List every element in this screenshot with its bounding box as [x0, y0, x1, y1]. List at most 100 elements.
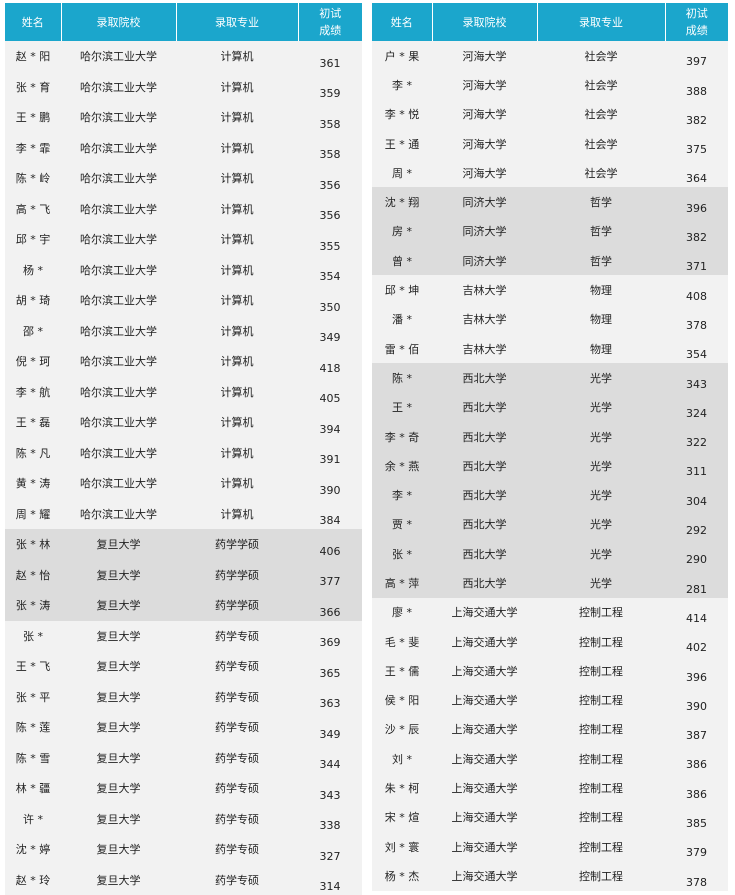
score-cell: 343	[298, 773, 362, 804]
school-cell: 上海交通大学	[432, 744, 537, 773]
name-cell: 高 * 飞	[5, 194, 61, 225]
score-cell: 371	[665, 246, 728, 275]
score-cell: 418	[298, 346, 362, 377]
name-cell: 王 * 鹏	[5, 102, 61, 133]
school-cell: 西北大学	[432, 480, 537, 509]
school-cell: 河海大学	[432, 158, 537, 187]
score-cell: 378	[665, 305, 728, 334]
school-cell: 同济大学	[432, 217, 537, 246]
score-cell: 281	[665, 568, 728, 597]
school-cell: 上海交通大学	[432, 832, 537, 861]
name-cell: 李 * 霏	[5, 133, 61, 164]
major-cell: 计算机	[176, 468, 298, 499]
score-cell: 350	[298, 285, 362, 316]
name-cell: 张 * 林	[5, 529, 61, 560]
name-cell: 沈 * 婷	[5, 834, 61, 865]
score-cell: 387	[665, 715, 728, 744]
school-cell: 哈尔滨工业大学	[61, 194, 176, 225]
major-cell: 药学学硕	[176, 590, 298, 621]
name-cell: 李 *	[372, 70, 432, 99]
major-cell: 社会学	[537, 41, 665, 70]
school-cell: 哈尔滨工业大学	[61, 377, 176, 408]
major-cell: 药学专硕	[176, 865, 298, 895]
major-cell: 社会学	[537, 70, 665, 99]
major-cell: 药学专硕	[176, 773, 298, 804]
school-cell: 哈尔滨工业大学	[61, 102, 176, 133]
school-cell: 复旦大学	[61, 804, 176, 835]
score-cell: 322	[665, 422, 728, 451]
major-cell: 社会学	[537, 100, 665, 129]
major-cell: 药学专硕	[176, 682, 298, 713]
name-cell: 周 * 耀	[5, 499, 61, 530]
score-cell: 382	[665, 100, 728, 129]
name-cell: 雷 * 佰	[372, 334, 432, 363]
school-cell: 西北大学	[432, 363, 537, 392]
school-cell: 上海交通大学	[432, 773, 537, 802]
school-cell: 复旦大学	[61, 865, 176, 895]
score-cell: 354	[298, 255, 362, 286]
school-cell: 河海大学	[432, 41, 537, 70]
score-cell: 375	[665, 129, 728, 158]
major-cell: 控制工程	[537, 686, 665, 715]
school-cell: 哈尔滨工业大学	[61, 316, 176, 347]
name-cell: 王 * 通	[372, 129, 432, 158]
major-cell: 光学	[537, 480, 665, 509]
major-cell: 控制工程	[537, 832, 665, 861]
header-cell: 录取院校	[61, 3, 176, 41]
major-cell: 控制工程	[537, 744, 665, 773]
school-cell: 复旦大学	[61, 529, 176, 560]
score-cell: 361	[298, 41, 362, 72]
school-cell: 哈尔滨工业大学	[61, 255, 176, 286]
major-cell: 光学	[537, 568, 665, 597]
major-cell: 计算机	[176, 438, 298, 469]
score-cell: 382	[665, 217, 728, 246]
header-cell: 姓名	[5, 3, 61, 41]
school-cell: 复旦大学	[61, 712, 176, 743]
school-cell: 哈尔滨工业大学	[61, 41, 176, 72]
name-cell: 宋 * 煊	[372, 803, 432, 832]
school-cell: 哈尔滨工业大学	[61, 407, 176, 438]
name-cell: 刘 *	[372, 744, 432, 773]
score-cell: 391	[298, 438, 362, 469]
major-cell: 控制工程	[537, 656, 665, 685]
name-cell: 王 *	[372, 393, 432, 422]
name-cell: 高 * 萍	[372, 568, 432, 597]
header-cell: 初试成绩	[665, 3, 728, 41]
major-cell: 哲学	[537, 217, 665, 246]
score-cell: 408	[665, 275, 728, 304]
name-cell: 张 * 育	[5, 72, 61, 103]
name-cell: 刘 * 寰	[372, 832, 432, 861]
school-cell: 上海交通大学	[432, 861, 537, 890]
major-cell: 控制工程	[537, 627, 665, 656]
score-cell: 311	[665, 451, 728, 480]
name-cell: 王 * 儒	[372, 656, 432, 685]
score-cell: 343	[665, 363, 728, 392]
name-cell: 陈 * 莲	[5, 712, 61, 743]
school-cell: 哈尔滨工业大学	[61, 499, 176, 530]
score-cell: 304	[665, 480, 728, 509]
header-cell: 录取专业	[176, 3, 298, 41]
major-cell: 药学专硕	[176, 651, 298, 682]
